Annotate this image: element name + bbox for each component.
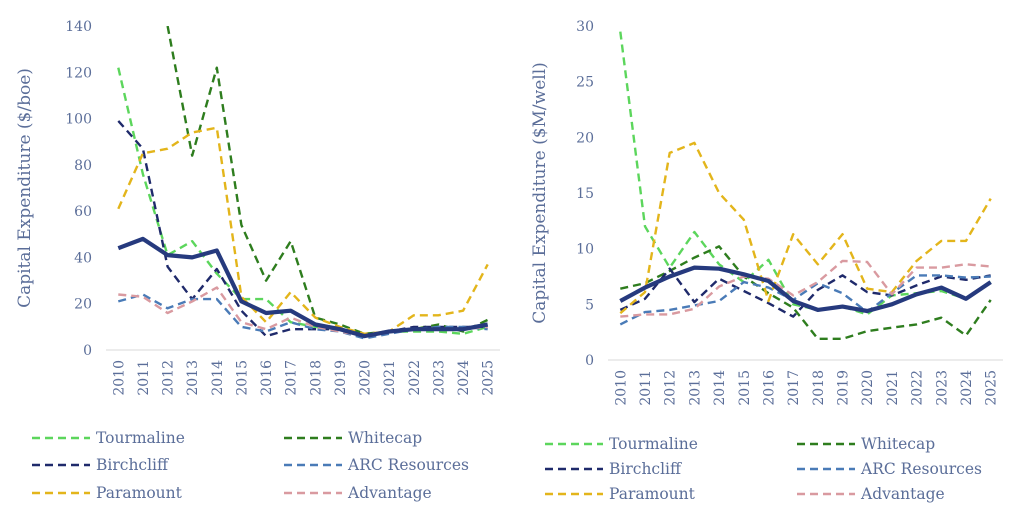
legend-label-birchcliff: Birchcliff xyxy=(96,456,169,474)
series-line-whitecap xyxy=(620,245,992,340)
y-tick-label: 25 xyxy=(576,75,594,91)
y-tick-label: 5 xyxy=(585,297,594,313)
y-tick-label: 0 xyxy=(83,343,92,359)
x-tick-label: 2023 xyxy=(934,370,950,406)
legend-label-advantage: Advantage xyxy=(860,485,945,503)
y-tick-label: 60 xyxy=(74,204,92,220)
x-tick-label: 2013 xyxy=(687,370,703,406)
x-tick-label: 2021 xyxy=(885,370,901,406)
x-tick-label: 2018 xyxy=(811,370,827,406)
y-tick-label: 100 xyxy=(65,112,92,128)
y-tick-label: 40 xyxy=(74,250,92,266)
series-line-arc-resources xyxy=(619,274,991,326)
series-line-paramount xyxy=(619,141,992,315)
x-tick-label: 2012 xyxy=(663,370,679,406)
series-lines xyxy=(619,31,992,340)
legend-label-advantage: Advantage xyxy=(347,484,432,502)
x-tick-label: 2025 xyxy=(984,370,1000,406)
x-tick-label: 2020 xyxy=(860,370,876,406)
x-tick-label: 2017 xyxy=(786,370,802,406)
legend-label-arc-resources: ARC Resources xyxy=(860,460,982,478)
legend-label-arc-resources: ARC Resources xyxy=(347,456,469,474)
y-axis-title: Capital Expenditure ($M/well) xyxy=(530,62,550,324)
legend-label-tourmaline: Tourmaline xyxy=(609,435,698,453)
x-tick-label: 2011 xyxy=(638,370,654,406)
x-tick-label: 2025 xyxy=(481,360,497,396)
x-tick-label: 2022 xyxy=(910,370,926,406)
x-tick-label: 2017 xyxy=(284,360,300,396)
x-tick-label: 2010 xyxy=(111,360,127,396)
legend-label-paramount: Paramount xyxy=(609,485,696,503)
series-line-birchcliff xyxy=(619,267,991,318)
y-axis-title: Capital Expenditure ($/boe) xyxy=(15,68,35,308)
series-line-tourmaline xyxy=(117,67,489,338)
legend-label-tourmaline: Tourmaline xyxy=(96,429,185,447)
x-tick-label: 2018 xyxy=(308,360,324,396)
legend-label-birchcliff: Birchcliff xyxy=(609,460,682,478)
y-tick-label: 80 xyxy=(74,158,92,174)
x-tick-label: 2019 xyxy=(333,360,349,396)
x-tick-label: 2010 xyxy=(613,370,629,406)
x-tick-label: 2013 xyxy=(185,360,201,396)
y-tick-label: 120 xyxy=(65,65,92,81)
legend-label-whitecap: Whitecap xyxy=(348,429,422,447)
series-line-whitecap xyxy=(166,26,489,335)
legend-label-paramount: Paramount xyxy=(96,484,183,502)
y-tick-label: 15 xyxy=(576,186,594,202)
x-tick-label: 2014 xyxy=(712,370,728,406)
x-tick-label: 2016 xyxy=(259,360,275,396)
y-tick-label: 20 xyxy=(74,297,92,313)
y-tick-label: 140 xyxy=(65,19,92,35)
x-tick-label: 2019 xyxy=(836,370,852,406)
x-tick-label: 2012 xyxy=(161,360,177,396)
series-line-tourmaline xyxy=(619,31,992,316)
y-tick-label: 10 xyxy=(576,242,594,258)
y-tick-label: 20 xyxy=(576,130,594,146)
series-line-average xyxy=(117,236,489,339)
series-line-average xyxy=(619,265,992,314)
series-lines xyxy=(117,26,489,340)
legend-label-whitecap: Whitecap xyxy=(861,435,935,453)
x-tick-label: 2021 xyxy=(382,360,398,396)
x-tick-label: 2020 xyxy=(358,360,374,396)
x-tick-label: 2015 xyxy=(737,370,753,406)
x-tick-label: 2024 xyxy=(456,360,472,396)
x-tick-label: 2011 xyxy=(136,360,152,396)
y-tick-label: 0 xyxy=(585,353,594,369)
series-line-birchcliff xyxy=(117,120,488,338)
left-chart-capex-per-boe: 0 20 40 60 80 100 120 140 2010 2011 2012 2013 2014 20… xyxy=(15,19,500,502)
x-tick-label: 2014 xyxy=(210,360,226,396)
y-tick-label: 30 xyxy=(576,19,594,35)
x-tick-label: 2015 xyxy=(234,360,250,396)
x-tick-label: 2022 xyxy=(407,360,423,396)
x-tick-label: 2023 xyxy=(431,360,447,396)
series-line-paramount xyxy=(117,126,489,335)
x-tick-label: 2016 xyxy=(761,370,777,406)
x-tick-label: 2024 xyxy=(959,370,975,406)
